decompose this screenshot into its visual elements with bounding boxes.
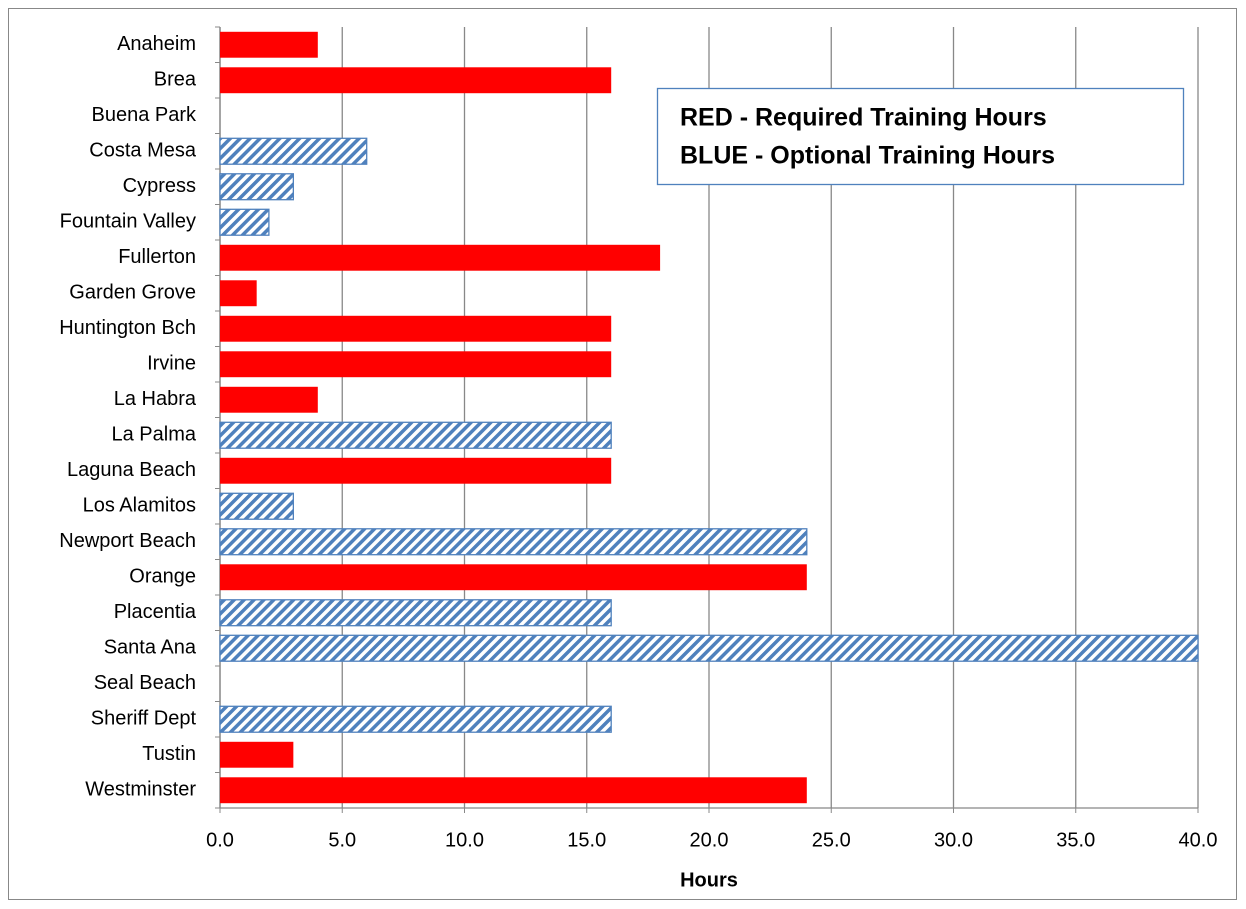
y-tick-label: Santa Ana <box>104 637 197 659</box>
x-tick-label: 40.0 <box>1179 829 1218 851</box>
y-tick-label: La Habra <box>114 388 197 410</box>
y-tick-label: Los Alamitos <box>83 495 196 517</box>
bar <box>220 280 257 307</box>
x-tick-label: 10.0 <box>445 829 484 851</box>
bar <box>220 741 294 768</box>
y-tick-label: Laguna Beach <box>67 459 196 481</box>
y-tick-label: Tustin <box>142 743 196 765</box>
y-tick-label: Cypress <box>123 175 196 197</box>
x-tick-label: 30.0 <box>934 829 973 851</box>
y-tick-label: Fullerton <box>118 246 196 268</box>
y-tick-label: Sheriff Dept <box>91 708 197 730</box>
y-tick-label: Placentia <box>114 601 197 623</box>
bar <box>220 67 612 94</box>
x-tick-label: 25.0 <box>812 829 851 851</box>
y-tick-label: Huntington Bch <box>59 317 196 339</box>
legend-entry: RED - Required Training Hours <box>680 104 1047 132</box>
y-tick-label: Orange <box>129 566 196 588</box>
y-tick-label: La Palma <box>112 424 197 446</box>
bar <box>220 351 612 378</box>
bar <box>220 244 661 271</box>
bar <box>220 564 807 591</box>
y-tick-label: Fountain Valley <box>60 211 196 233</box>
x-axis-title: Hours <box>680 869 738 891</box>
bar <box>219 528 808 556</box>
bar <box>220 315 612 342</box>
y-tick-label: Newport Beach <box>59 530 196 552</box>
x-tick-label: 20.0 <box>690 829 729 851</box>
legend-entry: BLUE - Optional Training Hours <box>680 142 1055 170</box>
bar <box>220 777 807 804</box>
bar <box>219 705 612 733</box>
bar <box>219 634 1199 662</box>
y-tick-label: Costa Mesa <box>89 140 197 162</box>
x-tick-label: 35.0 <box>1056 829 1095 851</box>
y-tick-label: Buena Park <box>91 104 197 126</box>
bar <box>220 457 612 484</box>
y-tick-label: Seal Beach <box>94 672 196 694</box>
bar <box>219 599 612 627</box>
y-tick-label: Brea <box>154 69 197 91</box>
bar <box>219 492 294 520</box>
bar <box>219 208 270 236</box>
y-tick-label: Westminster <box>85 779 196 801</box>
y-tick-label: Irvine <box>147 353 196 375</box>
bar <box>220 386 318 413</box>
bar <box>219 421 612 449</box>
y-tick-label: Garden Grove <box>69 282 196 304</box>
bar <box>219 137 368 165</box>
legend-box <box>656 87 1185 186</box>
bar <box>219 173 294 201</box>
bar <box>220 31 318 58</box>
x-tick-label: 15.0 <box>567 829 606 851</box>
x-tick-label: 5.0 <box>328 829 356 851</box>
y-tick-label: Anaheim <box>117 33 196 55</box>
x-tick-label: 0.0 <box>206 829 234 851</box>
